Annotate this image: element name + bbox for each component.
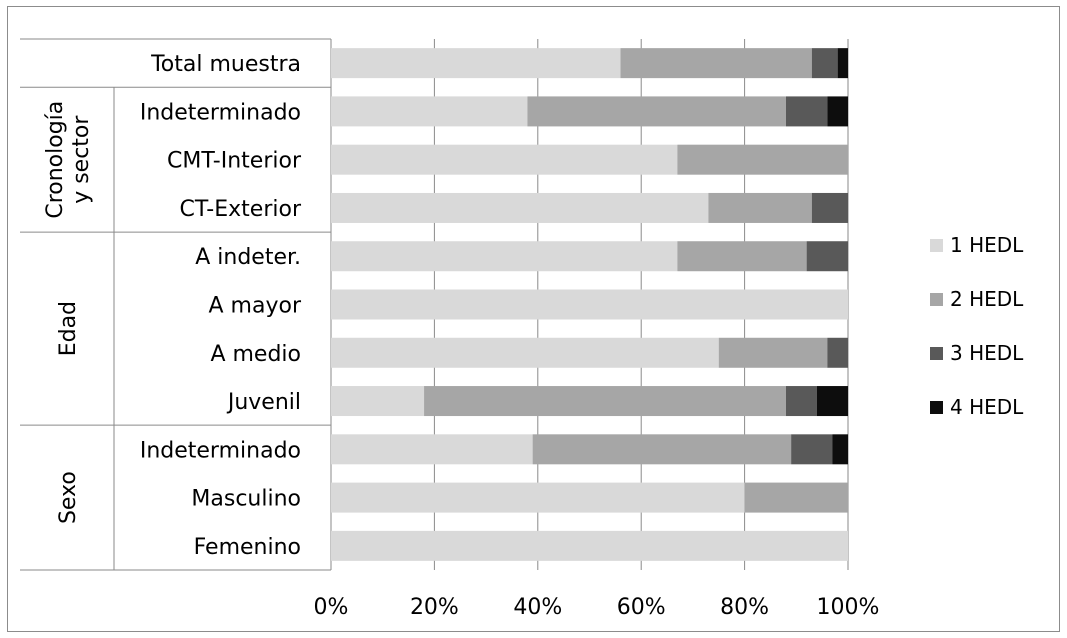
bar-segment-1	[331, 192, 709, 223]
x-tick-label: 60%	[617, 595, 666, 620]
category-label: A medio	[210, 342, 301, 367]
bar-segment-2	[532, 434, 792, 465]
x-tick-label: 80%	[720, 595, 769, 620]
category-label: Femenino	[194, 535, 301, 560]
x-tick-label: 0%	[314, 595, 349, 620]
bar-segment-1	[331, 241, 678, 272]
legend-label: 2 HEDL	[950, 287, 1024, 311]
bar-segment-2	[677, 241, 807, 272]
category-label: CMT-Interior	[167, 149, 302, 174]
bar-segment-3	[811, 48, 838, 79]
bar-segment-2	[677, 144, 848, 175]
group-label: Edad	[56, 301, 81, 356]
bar-segment-1	[331, 434, 533, 465]
bar-segment-3	[806, 241, 848, 272]
category-label: Total muestra	[150, 52, 301, 77]
bar-segment-4	[816, 386, 848, 417]
bar-segment-3	[811, 192, 848, 223]
bar-segment-3	[827, 337, 848, 368]
bar-segment-2	[424, 386, 786, 417]
category-label: Masculino	[191, 487, 301, 512]
x-tick-label: 100%	[817, 595, 880, 620]
category-label: A indeter.	[195, 245, 301, 270]
bar-segment-1	[331, 337, 719, 368]
bar-segment-1	[331, 48, 621, 79]
category-label: Juvenil	[226, 390, 301, 415]
bar-segment-1	[331, 482, 745, 513]
legend-swatch	[930, 401, 943, 414]
bar-segment-4	[827, 96, 848, 127]
group-label: Sexo	[56, 471, 81, 524]
legend-label: 1 HEDL	[950, 233, 1024, 257]
bar-segment-1	[331, 144, 678, 175]
bar-segment-1	[331, 96, 528, 127]
bar-segment-4	[837, 48, 848, 79]
bar-segment-2	[620, 48, 812, 79]
bar-segment-1	[331, 289, 848, 320]
bar-segment-2	[527, 96, 786, 127]
bar-segment-3	[785, 386, 817, 417]
bar-segment-3	[791, 434, 833, 465]
legend-label: 3 HEDL	[950, 341, 1024, 365]
category-label: Indeterminado	[140, 100, 301, 125]
bar-segment-1	[331, 386, 425, 417]
legend-swatch	[930, 347, 943, 360]
group-label: Cronología	[43, 101, 68, 219]
bar-segment-4	[832, 434, 848, 465]
bar-segment-1	[331, 530, 848, 561]
bar-segment-2	[744, 482, 848, 513]
legend-label: 4 HEDL	[950, 395, 1024, 419]
category-label: CT-Exterior	[180, 197, 302, 222]
x-tick-label: 20%	[410, 595, 459, 620]
category-label: Indeterminado	[140, 438, 301, 463]
group-label: y sector	[69, 115, 94, 204]
x-tick-label: 40%	[513, 595, 562, 620]
legend-swatch	[930, 293, 943, 306]
legend-swatch	[930, 239, 943, 252]
bar-segment-2	[708, 192, 812, 223]
bar-segment-3	[785, 96, 828, 127]
bar-segment-2	[718, 337, 828, 368]
category-label: A mayor	[209, 294, 302, 319]
